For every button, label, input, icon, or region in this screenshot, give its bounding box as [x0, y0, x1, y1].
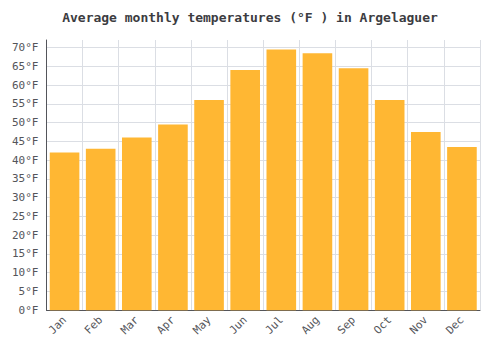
svg-text:Oct: Oct [371, 314, 394, 337]
svg-text:25°F: 25°F [12, 210, 39, 223]
svg-text:Feb: Feb [82, 314, 105, 337]
svg-text:Jan: Jan [46, 314, 69, 337]
svg-text:Jun: Jun [227, 314, 250, 337]
svg-text:65°F: 65°F [12, 60, 39, 73]
svg-text:Aug: Aug [299, 314, 322, 337]
svg-text:30°F: 30°F [12, 191, 39, 204]
svg-text:Dec: Dec [443, 314, 466, 337]
svg-text:35°F: 35°F [12, 172, 39, 185]
svg-text:Mar: Mar [118, 313, 141, 336]
svg-text:Apr: Apr [154, 313, 177, 336]
svg-text:Nov: Nov [407, 313, 430, 336]
svg-text:Jul: Jul [263, 314, 286, 337]
svg-text:45°F: 45°F [12, 135, 39, 148]
svg-text:70°F: 70°F [12, 41, 39, 54]
svg-text:20°F: 20°F [12, 229, 39, 242]
svg-text:10°F: 10°F [12, 266, 39, 279]
svg-text:0°F: 0°F [19, 304, 39, 317]
svg-text:60°F: 60°F [12, 79, 39, 92]
svg-text:Average monthly temperatures (: Average monthly temperatures (°F ) in Ar… [62, 10, 438, 25]
svg-text:55°F: 55°F [12, 97, 39, 110]
svg-text:15°F: 15°F [12, 247, 39, 260]
svg-text:5°F: 5°F [19, 285, 39, 298]
svg-text:40°F: 40°F [12, 154, 39, 167]
svg-text:50°F: 50°F [12, 116, 39, 129]
svg-text:May: May [190, 313, 213, 336]
svg-text:Sep: Sep [335, 314, 358, 337]
